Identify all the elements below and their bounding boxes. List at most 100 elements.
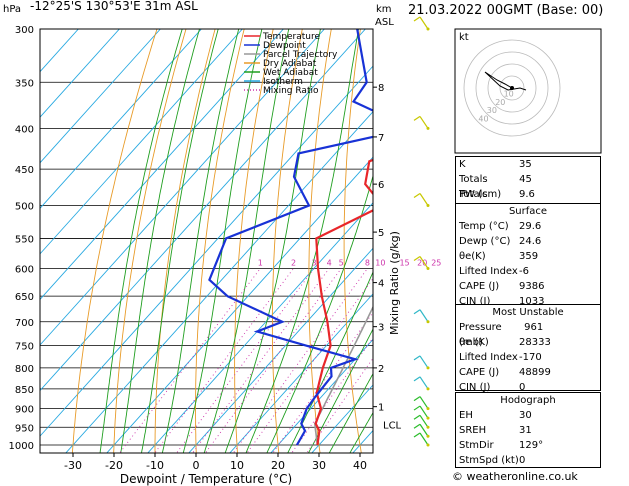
wind-barb-staff: [419, 376, 429, 390]
wind-barb-staff: [419, 432, 429, 446]
hodograph-stat-value: 0: [519, 455, 526, 466]
isotherm-line: [40, 29, 325, 346]
isotherm-line: [106, 156, 373, 453]
pressure-tick-label: 550: [15, 234, 34, 245]
wind-barb-base: [426, 266, 430, 270]
wind-barb-base: [426, 434, 430, 438]
hodograph-ring-label: 20: [495, 98, 505, 107]
km-tick-label: 3: [378, 323, 384, 334]
isotherm-line: [40, 29, 202, 210]
km-tick-label: 2: [378, 364, 384, 375]
pressure-tick-label: 900: [15, 405, 34, 416]
km-tick-label: 1: [378, 403, 384, 414]
mixing-ratio-line: [119, 268, 261, 453]
temperature-profile-line: [314, 158, 373, 446]
hodograph-trace: [484, 71, 527, 91]
pressure-tick-label: 350: [15, 78, 34, 89]
dewpoint-profile-line: [208, 29, 373, 446]
wet-adiabat-line: [99, 29, 183, 453]
legend-entry-label: Temperature: [262, 32, 320, 42]
pressure-tick-label: 450: [15, 165, 34, 176]
dry-adiabat-line: [71, 29, 158, 453]
isotherm-line: [40, 65, 373, 437]
mixing-ratio-line: [246, 277, 373, 453]
most-unstable-row: Lifted Index -170: [456, 350, 600, 365]
mixing-ratio-value-label: 8: [365, 258, 370, 267]
most-unstable-label: CIN (J): [459, 382, 491, 393]
most-unstable-panel: Most Unstable Pressure (mb) 961 θe (K) 2833…: [455, 304, 601, 393]
wind-barb-staff: [419, 116, 429, 129]
wet-adiabat-line: [182, 29, 263, 453]
surface-row: Temp (°C) 29.6: [456, 219, 600, 234]
isotherm-line: [40, 29, 284, 301]
wind-barb-flag: [413, 16, 421, 22]
dry-adiabat-line: [411, 17, 446, 462]
index-value: 9.6: [519, 189, 535, 200]
isotherm-line: [40, 29, 243, 255]
wind-barb-base: [426, 366, 430, 370]
most-unstable-value: -170: [519, 352, 542, 363]
wet-adiabat-line: [120, 29, 200, 453]
wind-barb-staff: [419, 309, 429, 323]
index-value: 45: [519, 174, 532, 185]
most-unstable-label: Pressure (mb): [459, 322, 502, 348]
hodograph-ring-label: 30: [487, 106, 497, 115]
most-unstable-row: CAPE (J) 48899: [456, 365, 600, 380]
index-label: PW (cm): [459, 189, 502, 200]
dry-adiabat-line: [195, 29, 245, 453]
wind-barb-base: [426, 425, 430, 429]
pressure-tick-label: 750: [15, 342, 34, 353]
x-tick-label: 40: [353, 459, 367, 472]
wind-barb-base: [426, 204, 430, 208]
hodograph-stat-value: 129°: [519, 440, 544, 451]
wind-barb-flag: [413, 255, 421, 261]
wind-barb-staff: [419, 193, 429, 206]
legend-entry-label: Dewpoint: [263, 41, 306, 51]
isotherm-line: [40, 29, 79, 73]
hodograph-stat-label: StmDir: [459, 440, 494, 451]
surface-row: Dewp (°C) 24.6: [456, 234, 600, 249]
x-tick-label: -20: [105, 459, 123, 472]
mixing-ratio-value-label: 5: [339, 258, 344, 267]
hodograph-stat-row: EH 30: [456, 408, 600, 423]
x-tick-label: 0: [193, 459, 200, 472]
hodograph-stat-label: EH: [459, 410, 473, 421]
mixing-ratio-line: [306, 357, 373, 453]
surface-label: CAPE (J): [459, 281, 500, 292]
mixing-ratio-value-label: 20: [417, 258, 427, 267]
wind-barb-flag: [413, 405, 421, 411]
mixing-ratio-value-label: 2: [291, 258, 296, 267]
hodograph-stat-row: StmDir 129°: [456, 438, 600, 453]
index-label: Totals Totals: [459, 174, 488, 200]
pressure-tick-label: 950: [15, 423, 34, 434]
parcel-trajectory-line: [313, 305, 373, 446]
pressure-tick-label: 800: [15, 364, 34, 375]
hpa-label: hPa: [3, 4, 21, 15]
legend-entry-label: Isotherm: [263, 77, 303, 87]
wet-adiabat-line: [161, 29, 240, 453]
legend-entry-label: Wet Adiabat: [263, 68, 318, 78]
hodograph-stat-label: SREH: [459, 425, 487, 436]
km-tick-label: 7: [378, 133, 384, 144]
most-unstable-label: θe (K): [459, 337, 489, 348]
wind-barb-flag: [413, 115, 421, 121]
wind-barb-flag: [413, 309, 421, 315]
isotherm-line: [229, 293, 373, 453]
surface-value: 9386: [519, 281, 545, 292]
most-unstable-value: 0: [519, 382, 526, 393]
footer-credit: © weatheronline.co.uk: [452, 470, 578, 483]
hodograph-stat-value: 30: [519, 410, 532, 421]
hodograph-storm-motion: [510, 86, 514, 90]
wet-adiabat-line: [245, 29, 359, 453]
surface-label: CIN (J): [459, 296, 491, 307]
hodograph-kt-label: kt: [459, 32, 469, 43]
hodograph-stat-label: StmSpd (kt): [459, 455, 519, 466]
wind-barb-flag: [413, 423, 421, 429]
wet-adiabat-line: [328, 372, 373, 453]
wind-barb-base: [426, 320, 430, 324]
surface-title: Surface: [508, 206, 548, 217]
index-value: 35: [519, 159, 532, 170]
surface-row: CAPE (J) 9386: [456, 279, 600, 294]
